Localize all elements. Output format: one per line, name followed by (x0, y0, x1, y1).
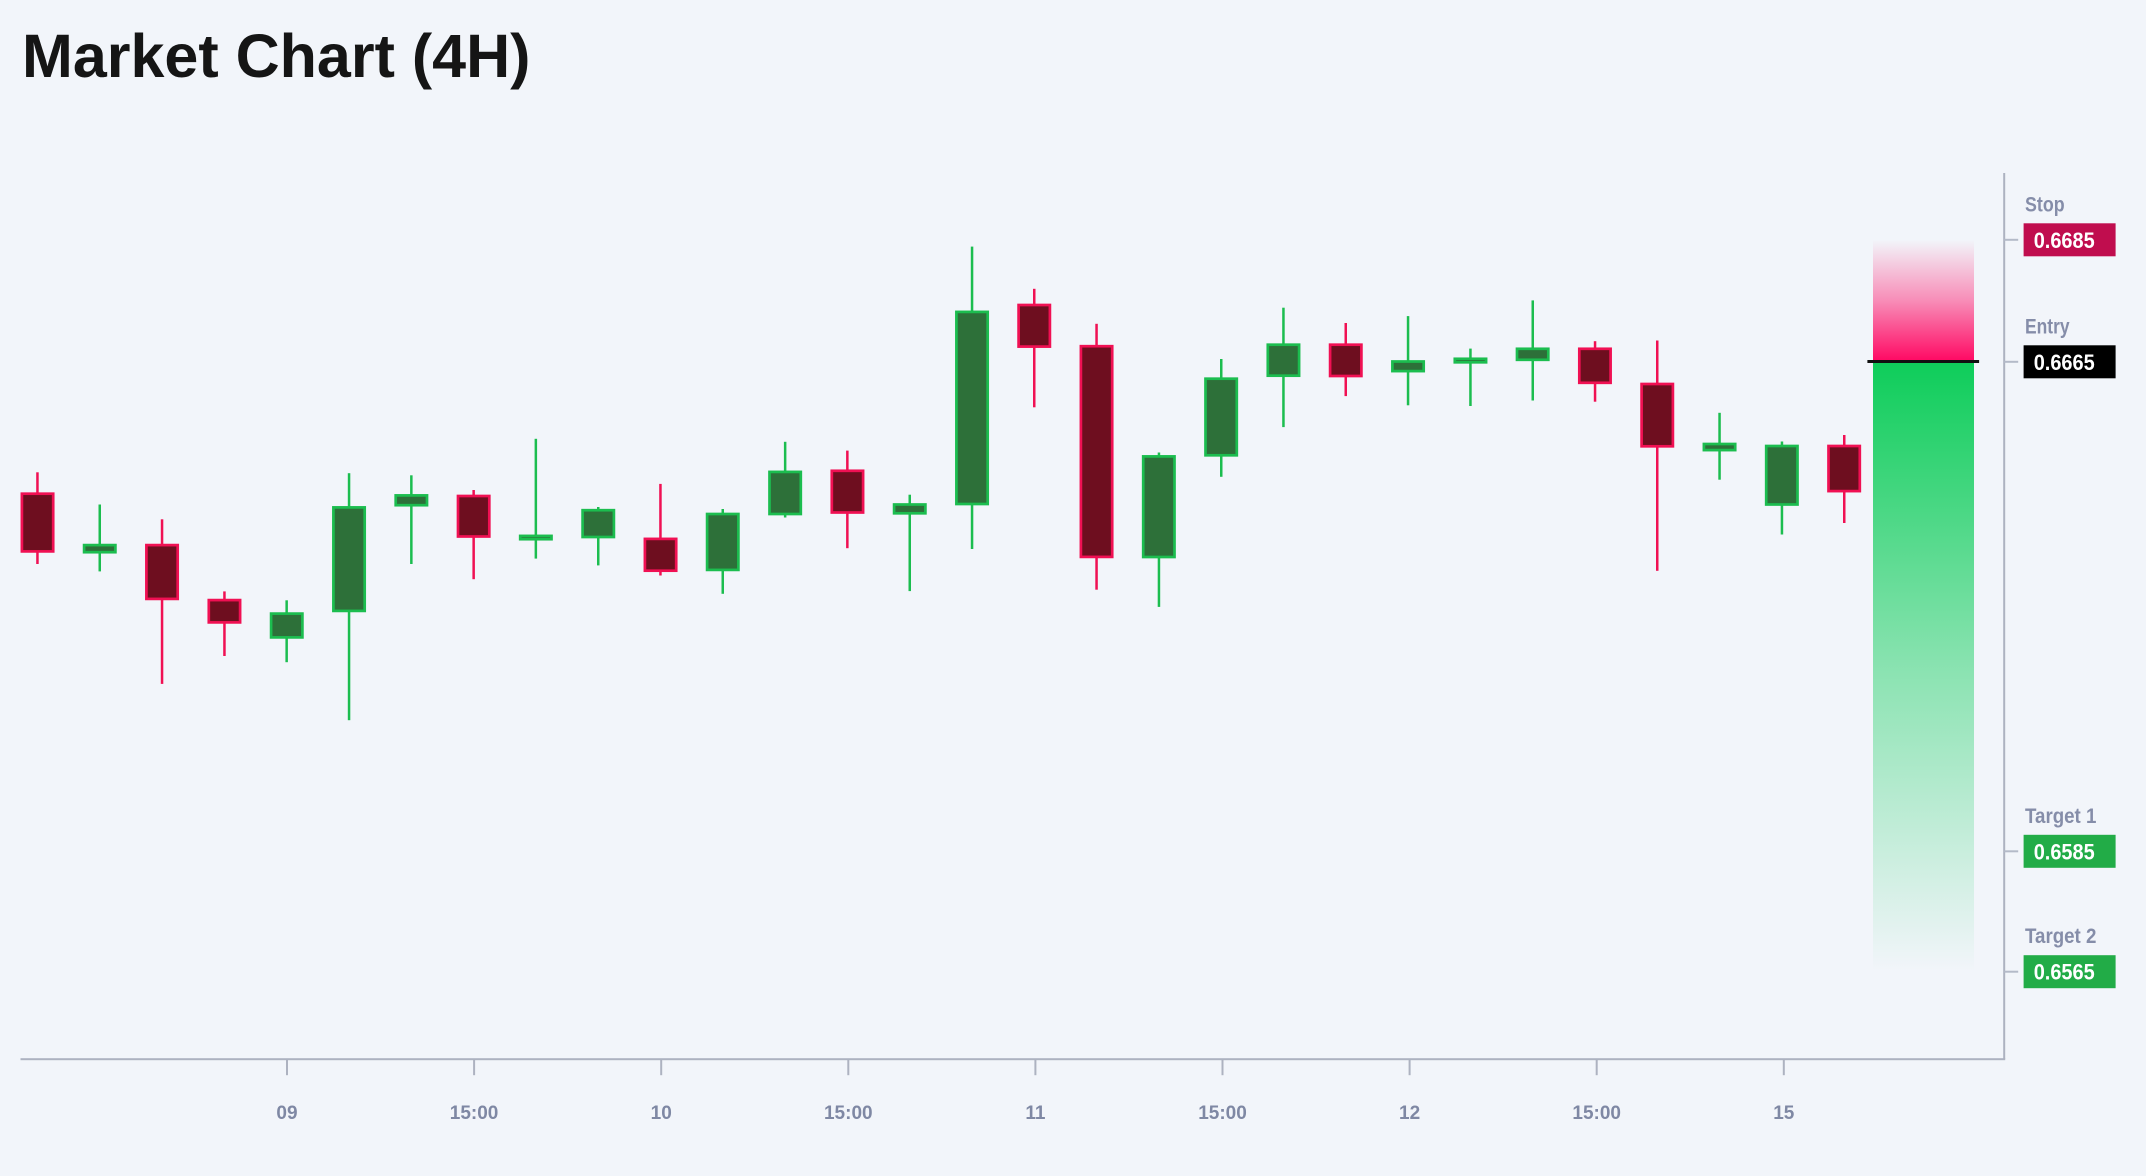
svg-text:Target 2: Target 2 (2025, 925, 2096, 948)
svg-text:10: 10 (651, 1103, 672, 1124)
svg-text:15:00: 15:00 (824, 1103, 873, 1124)
svg-text:0.6685: 0.6685 (2034, 228, 2095, 253)
svg-text:0.6665: 0.6665 (2034, 350, 2095, 375)
svg-text:Entry: Entry (2025, 315, 2070, 338)
svg-text:0.6565: 0.6565 (2034, 960, 2095, 985)
svg-text:Target 1: Target 1 (2025, 805, 2097, 828)
svg-text:15:00: 15:00 (450, 1103, 499, 1124)
svg-text:0.6585: 0.6585 (2034, 839, 2095, 864)
svg-text:Stop: Stop (2025, 193, 2065, 216)
svg-text:09: 09 (276, 1103, 297, 1124)
svg-text:11: 11 (1025, 1103, 1046, 1124)
svg-text:15:00: 15:00 (1198, 1103, 1247, 1124)
svg-text:12: 12 (1399, 1103, 1420, 1124)
svg-text:15: 15 (1773, 1103, 1795, 1124)
svg-text:Market Chart (4H): Market Chart (4H) (22, 22, 530, 90)
svg-text:15:00: 15:00 (1572, 1103, 1621, 1124)
